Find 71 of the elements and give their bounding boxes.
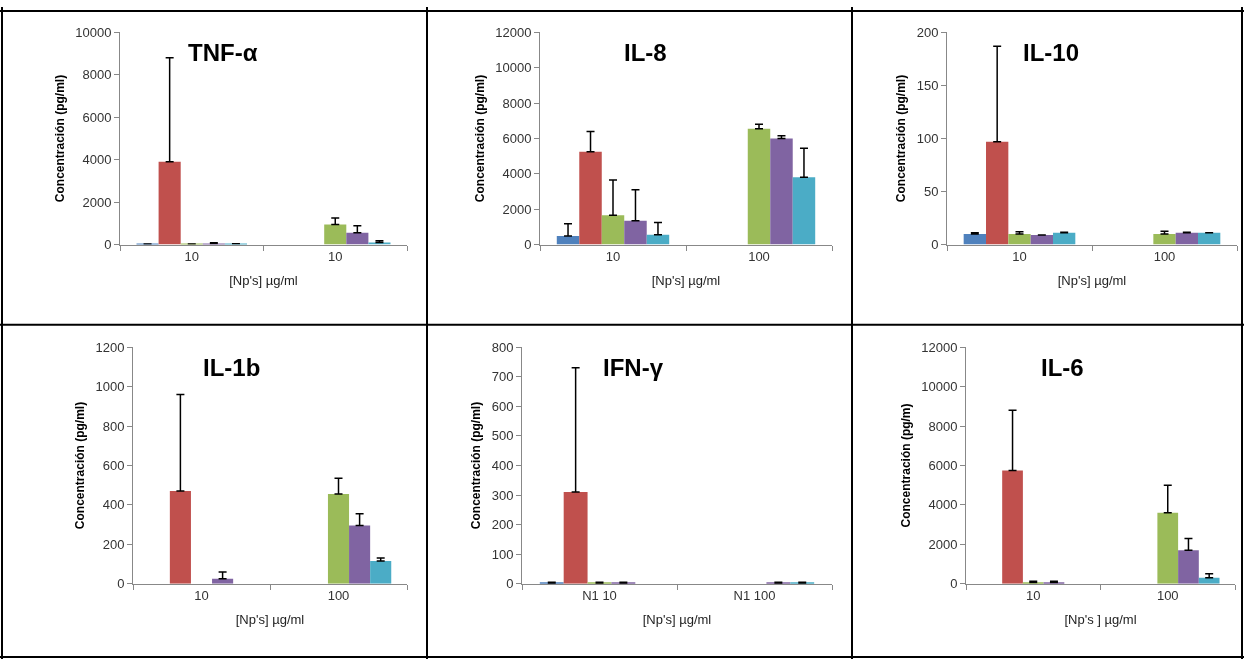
y-tick-label: 12000 [921,339,958,355]
y-tick-label: 2000 [928,536,958,552]
y-tick-label: 0 [117,576,125,592]
y-tick-label: 0 [950,576,958,592]
x-axis-title: [Np's] µg/ml [235,611,305,627]
y-tick-label: 500 [491,428,514,444]
x-tick-label: 10 [1026,588,1041,604]
y-tick-label: 800 [491,339,514,355]
x-tick-label: 10 [605,249,621,265]
chart-title: IL-6 [1041,354,1084,381]
x-tick-label: N1 100 [733,588,776,604]
y-axis-title: Concentración (pg/ml) [72,401,87,530]
y-tick-label: 0 [506,576,514,592]
x-tick-label: 100 [1153,249,1176,265]
x-axis-title: [Np's] µg/ml [229,272,298,288]
y-axis-title: Concentración (pg/ml) [469,401,483,530]
y-tick-label: 600 [491,398,514,414]
x-tick-label: 100 [748,249,770,265]
x-tick-label: 10 [194,588,209,604]
chart-title: TNF-α [188,39,258,66]
x-axis-title: [Np's] µg/ml [1057,272,1127,288]
y-tick-label: 8000 [928,418,958,434]
y-tick-label: 0 [524,237,532,253]
chart-title: IL-8 [624,39,667,66]
y-tick-label: 400 [491,458,514,473]
y-tick-label: 1000 [95,379,125,395]
y-tick-label: 10000 [75,24,112,40]
y-axis-title: Concentración (pg/ml) [894,74,908,203]
x-tick-label: N1 10 [582,588,617,604]
y-tick-label: 100 [916,131,939,147]
y-tick-label: 100 [491,546,514,562]
y-tick-label: 4000 [82,152,112,168]
x-tick-label: 100 [1156,588,1179,604]
y-tick-label: 200 [102,536,125,552]
y-tick-label: 0 [104,237,112,253]
x-axis-title: [Np's] µg/ml [651,272,721,288]
y-tick-label: 6000 [928,458,958,473]
y-tick-label: 600 [102,458,125,473]
y-tick-label: 10000 [921,379,958,395]
chart-title: IFN-γ [603,354,664,381]
y-tick-label: 6000 [502,131,532,147]
chart-title: IL-1b [203,354,261,381]
x-axis-title: [Np's ] µg/ml [1064,611,1137,627]
x-tick-label: 10 [328,249,343,265]
y-tick-label: 200 [916,24,939,40]
y-tick-label: 700 [491,369,514,385]
x-tick-label: 100 [327,588,350,604]
y-tick-label: 4000 [928,497,958,513]
y-tick-label: 10000 [495,60,532,76]
x-axis-title: [Np's] µg/ml [642,611,712,627]
y-tick-label: 150 [916,78,939,93]
y-tick-label: 12000 [495,24,532,40]
x-tick-label: 10 [1012,249,1027,265]
y-tick-label: 800 [102,418,125,434]
y-tick-label: 400 [102,497,125,513]
y-tick-label: 2000 [502,201,532,217]
y-axis-title: Concentración (pg/ml) [472,74,487,203]
y-tick-label: 8000 [82,67,112,83]
y-axis-title: Concentración (pg/m) [898,403,913,528]
y-tick-label: 6000 [82,109,112,125]
y-tick-label: 8000 [502,95,532,111]
y-tick-label: 200 [491,517,514,533]
x-tick-label: 10 [184,249,199,265]
chart-title: IL-10 [1023,39,1080,66]
y-tick-label: 50 [923,184,939,200]
y-tick-label: 0 [931,237,939,253]
y-axis-title: Concentración (pg/ml) [52,74,67,203]
y-tick-label: 2000 [82,194,112,210]
y-tick-label: 4000 [502,166,532,182]
y-tick-label: 300 [491,487,514,503]
y-tick-label: 1200 [95,339,125,355]
